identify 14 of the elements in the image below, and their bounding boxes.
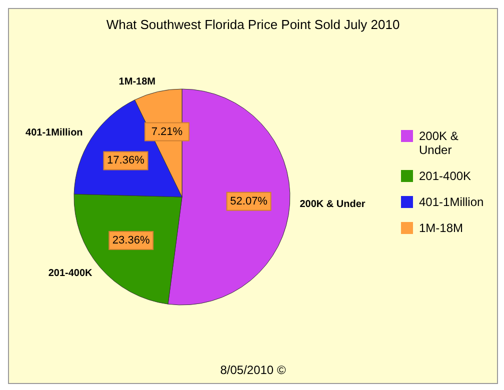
- data-label: 17.36%: [107, 154, 145, 167]
- legend-label: 401-1Million: [419, 195, 485, 209]
- data-label: 7.21%: [151, 126, 183, 138]
- chart-title: What Southwest Florida Price Point Sold July 2010: [105, 16, 401, 32]
- data-label: 52.07%: [230, 195, 268, 208]
- slice-label: 200K & Under: [300, 199, 366, 210]
- data-label: 23.36%: [112, 234, 150, 246]
- slice-label: 201-400K: [48, 268, 94, 280]
- text: 8/05/2010 ©: [220, 363, 286, 377]
- legend-label: 201-400K: [419, 169, 472, 183]
- slice-label: 1M-18M: [118, 76, 156, 88]
- legend-label: 200K & Under: [419, 129, 460, 157]
- legend-label: 1M-18M: [419, 221, 464, 235]
- slice-label: 401-1Million: [26, 128, 83, 139]
